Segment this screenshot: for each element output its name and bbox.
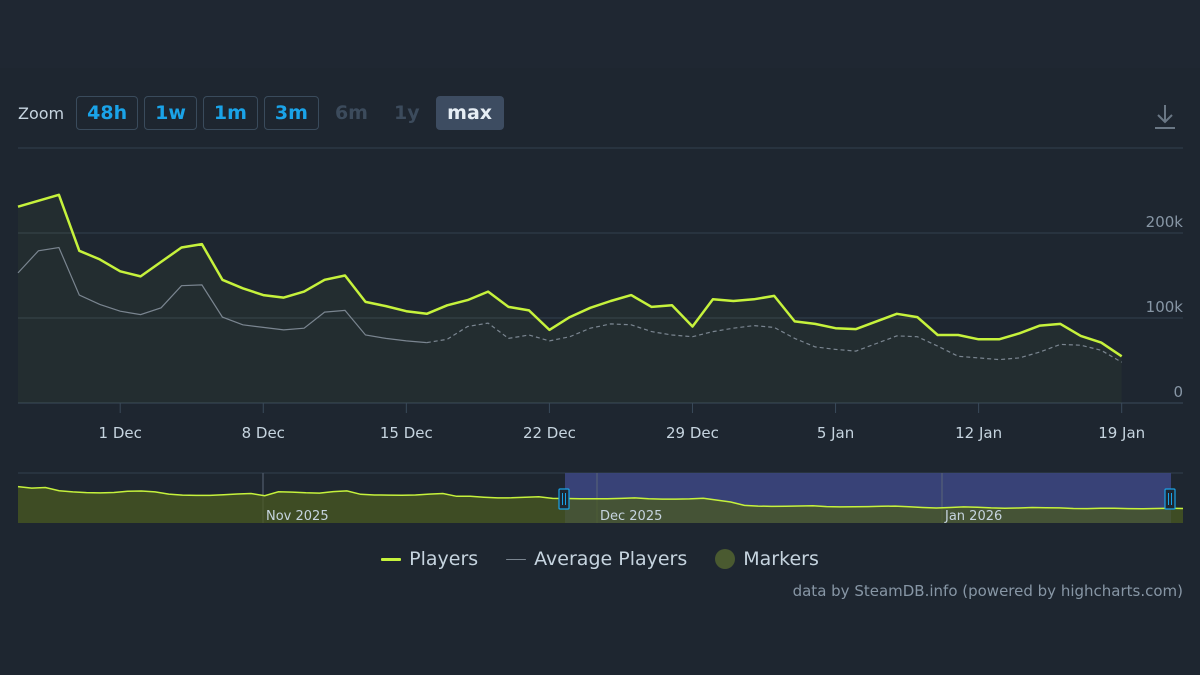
legend-average-symbol [506,558,527,560]
x-tick-label: 1 Dec [99,424,142,442]
header-band [0,0,1200,68]
x-axis: 1 Dec 8 Dec 15 Dec 22 Dec 29 Dec 5 Jan 12 Jan 1… [99,403,1145,442]
zoom-48h-button[interactable]: 48h [76,96,139,130]
x-tick-label: 5 Jan [817,424,854,442]
zoom-3m-button[interactable]: 3m [263,96,319,130]
navigator-label: Nov 2025 [266,509,329,524]
legend-average-players[interactable]: Average Players [506,548,687,570]
credits[interactable]: data by SteamDB.info (powered by highcha… [792,582,1183,600]
navigator-area [18,486,1183,523]
average-players-line [17,246,427,344]
x-tick-label: 15 Dec [380,424,433,442]
grid-lines [18,147,1183,404]
legend-average-label: Average Players [534,548,688,570]
players-area [18,195,1122,403]
legend-players-symbol [381,557,402,561]
legend-markers-label: Markers [743,548,819,570]
zoom-toolbar: Zoom 48h 1w 1m 3m 6m 1y max [18,95,504,131]
players-area-fill [18,195,1122,403]
y-tick-label: 0 [1173,383,1183,401]
average-players-series [17,246,1123,363]
navigator-label: Jan 2026 [944,509,1002,524]
navigator-right-handle[interactable] [1164,488,1176,510]
navigator[interactable]: Nov 2025 Dec 2025 Jan 2026 [17,472,1184,524]
legend-players[interactable]: Players [381,548,478,570]
download-icon[interactable] [1150,101,1180,133]
players-series [17,193,1123,358]
y-tick-label: 200k [1146,213,1184,231]
x-tick-label: 29 Dec [666,424,719,442]
zoom-max-button[interactable]: max [435,96,504,130]
zoom-label: Zoom [18,103,65,123]
x-tick-label: 12 Jan [955,424,1002,442]
players-line [17,193,1123,358]
y-axis-labels: 0 100k 200k [1146,213,1184,401]
zoom-6m-button: 6m [334,102,368,124]
zoom-1w-button[interactable]: 1w [144,96,197,130]
y-tick-label: 100k [1146,298,1184,316]
legend-markers[interactable]: Markers [715,548,819,570]
navigator-left-handle[interactable] [558,488,570,510]
legend-markers-symbol [715,549,736,569]
zoom-1y-button: 1y [393,102,420,124]
x-tick-label: 8 Dec [242,424,285,442]
legend: Players Average Players Markers [0,548,1200,570]
player-chart: 0 100k 200k 1 Dec 8 Dec 15 Dec 22 Dec 29 Dec 5 … [17,147,1184,524]
x-tick-label: 22 Dec [523,424,576,442]
navigator-label: Dec 2025 [600,509,662,524]
zoom-1m-button[interactable]: 1m [202,96,258,130]
x-tick-label: 19 Jan [1098,424,1145,442]
legend-players-label: Players [409,548,479,570]
navigator-line [17,485,1184,510]
